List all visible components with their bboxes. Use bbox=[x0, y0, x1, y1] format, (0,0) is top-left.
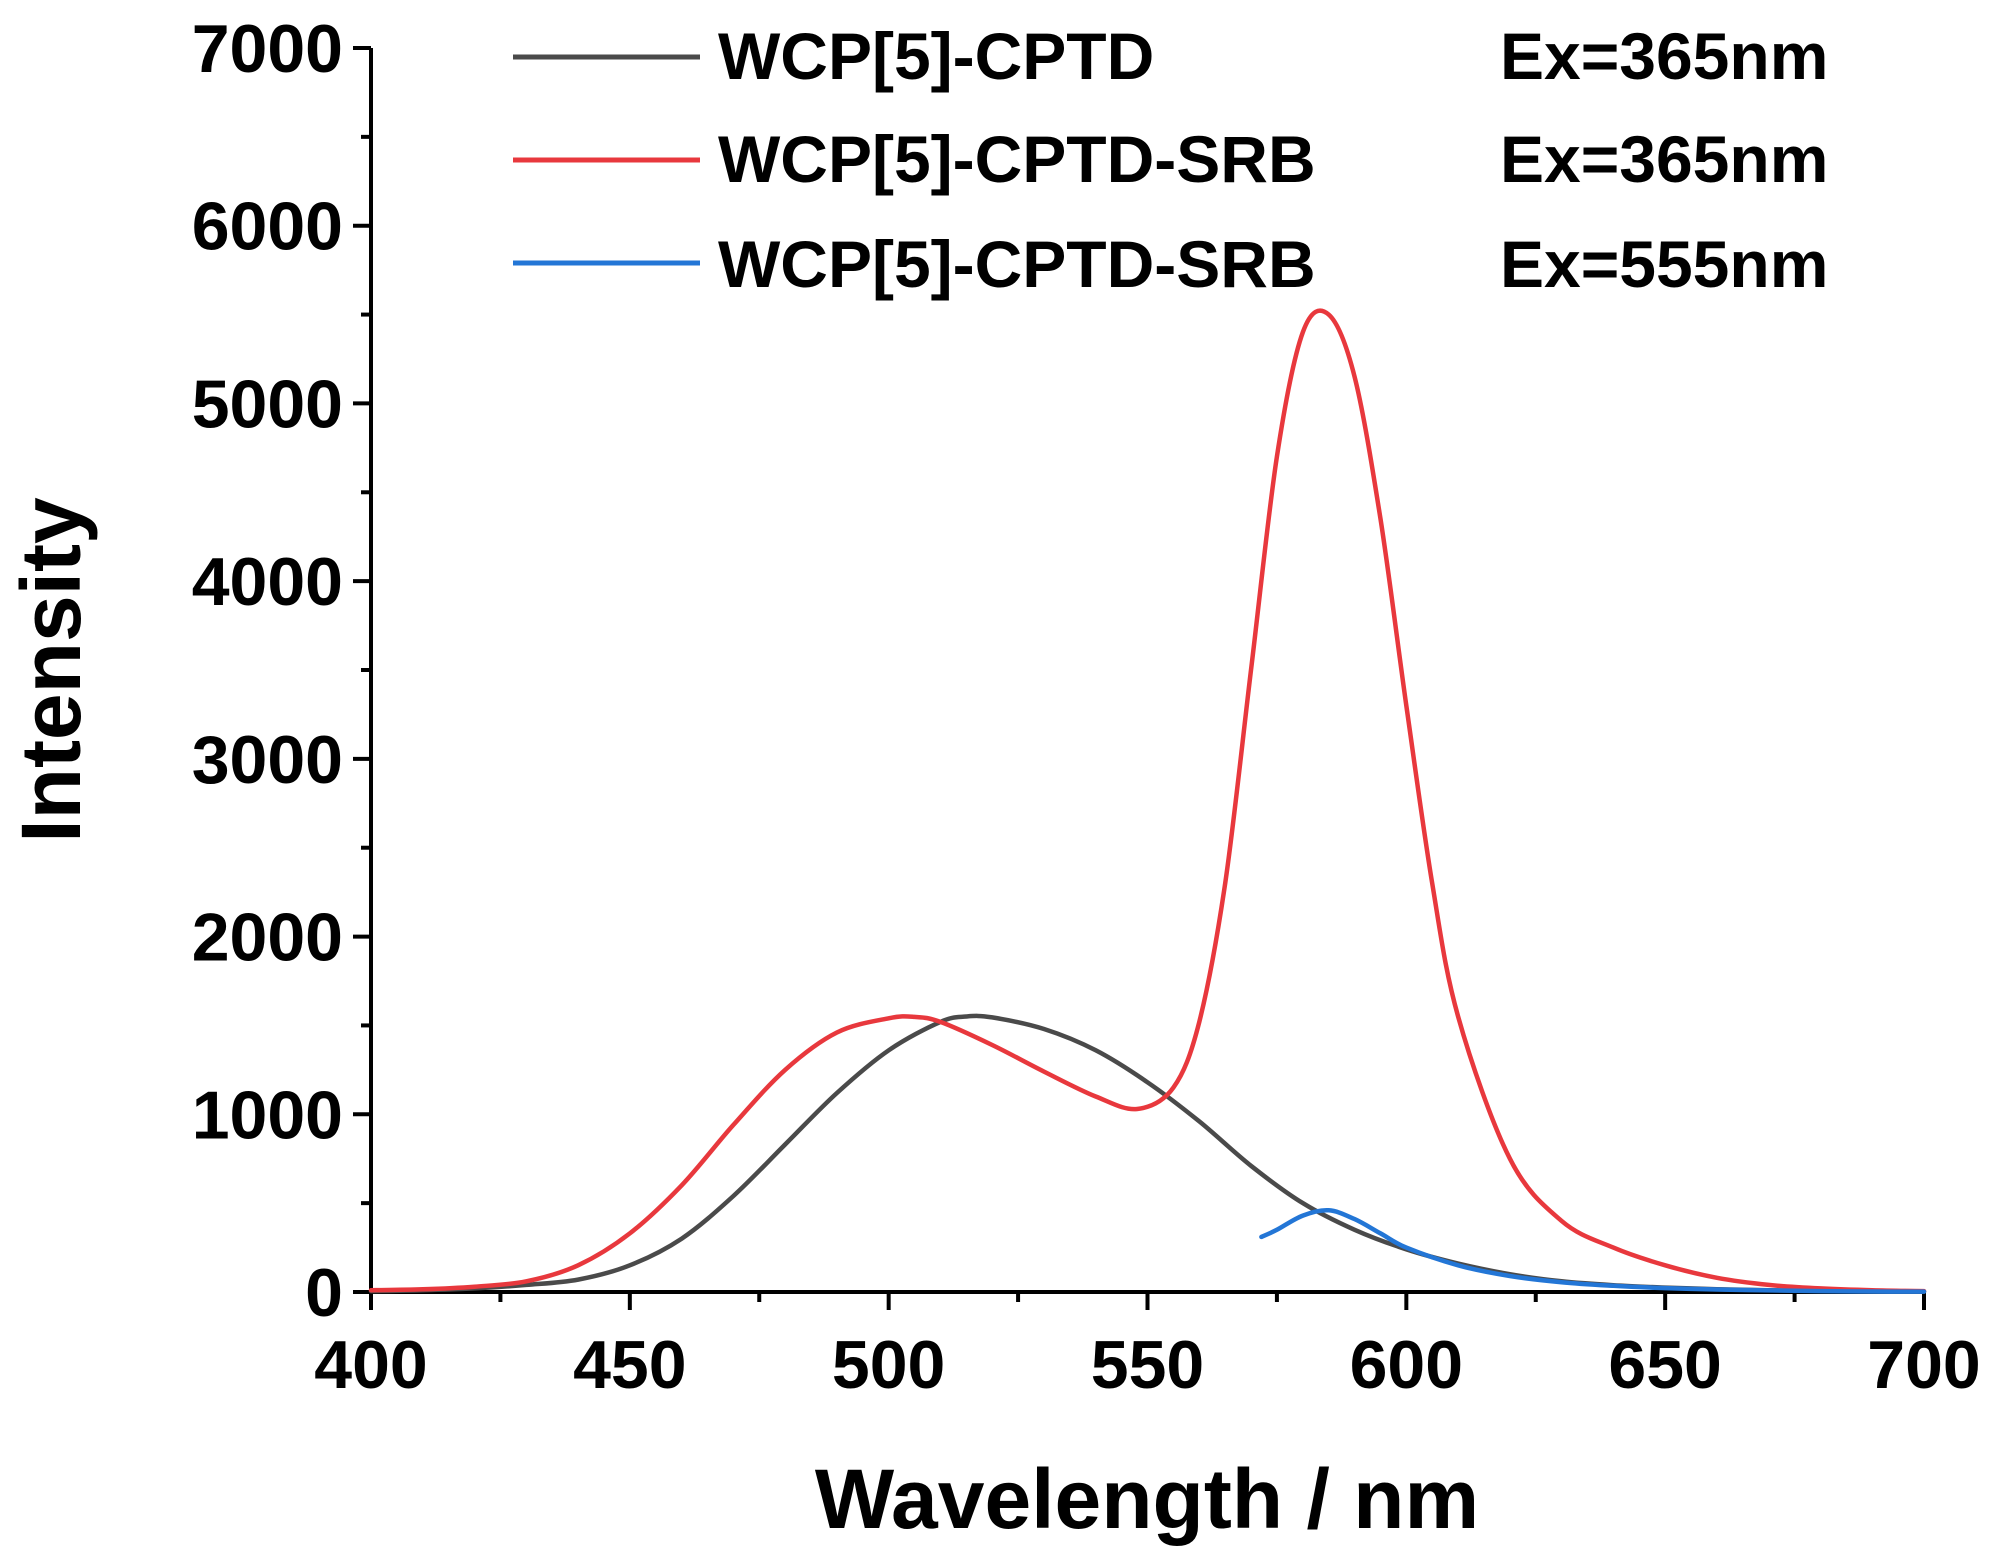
legend-item-1: WCP[5]-CPTD-SRB Ex=365nm bbox=[513, 122, 1828, 196]
x-tick-label-600: 600 bbox=[1350, 1327, 1463, 1403]
series-group bbox=[368, 308, 1927, 1294]
x-ticks: 400 450 500 550 600 650 700 bbox=[314, 1292, 1981, 1403]
legend-item-0: WCP[5]-CPTD Ex=365nm bbox=[513, 19, 1828, 93]
plot-area: 400 450 500 550 600 650 700 0 1000 2000 3000 4000 5… bbox=[192, 11, 1981, 1403]
x-tick-label-650: 650 bbox=[1608, 1327, 1721, 1403]
legend-label-2: WCP[5]-CPTD-SRB bbox=[718, 227, 1316, 301]
y-axis-title: Intensity bbox=[4, 497, 98, 843]
y-tick-label-0: 0 bbox=[305, 1255, 343, 1331]
legend: WCP[5]-CPTD Ex=365nm WCP[5]-CPTD-SRB Ex=… bbox=[513, 19, 1828, 301]
legend-condition-1: Ex=365nm bbox=[1500, 122, 1828, 196]
x-tick-label-700: 700 bbox=[1867, 1327, 1980, 1403]
legend-label-1: WCP[5]-CPTD-SRB bbox=[718, 122, 1316, 196]
legend-condition-0: Ex=365nm bbox=[1500, 19, 1828, 93]
x-tick-label-550: 550 bbox=[1091, 1327, 1204, 1403]
legend-condition-2: Ex=555nm bbox=[1500, 227, 1828, 301]
x-tick-label-400: 400 bbox=[314, 1327, 427, 1403]
x-tick-label-500: 500 bbox=[832, 1327, 945, 1403]
y-tick-label-6000: 6000 bbox=[192, 189, 343, 265]
y-tick-label-1000: 1000 bbox=[192, 1077, 343, 1153]
y-tick-label-4000: 4000 bbox=[192, 544, 343, 620]
y-ticks: 0 1000 2000 3000 4000 5000 6000 7000 bbox=[192, 11, 371, 1331]
series-line-2 bbox=[1259, 1207, 1927, 1294]
x-tick-label-450: 450 bbox=[573, 1327, 686, 1403]
x-axis-title: Wavelength / nm bbox=[815, 1452, 1479, 1546]
y-tick-label-5000: 5000 bbox=[192, 366, 343, 442]
legend-label-0: WCP[5]-CPTD bbox=[718, 19, 1154, 93]
series-line-1 bbox=[368, 308, 1927, 1294]
legend-item-2: WCP[5]-CPTD-SRB Ex=555nm bbox=[513, 227, 1828, 301]
y-tick-label-3000: 3000 bbox=[192, 722, 343, 798]
y-tick-label-7000: 7000 bbox=[192, 11, 343, 87]
y-tick-label-2000: 2000 bbox=[192, 900, 343, 976]
